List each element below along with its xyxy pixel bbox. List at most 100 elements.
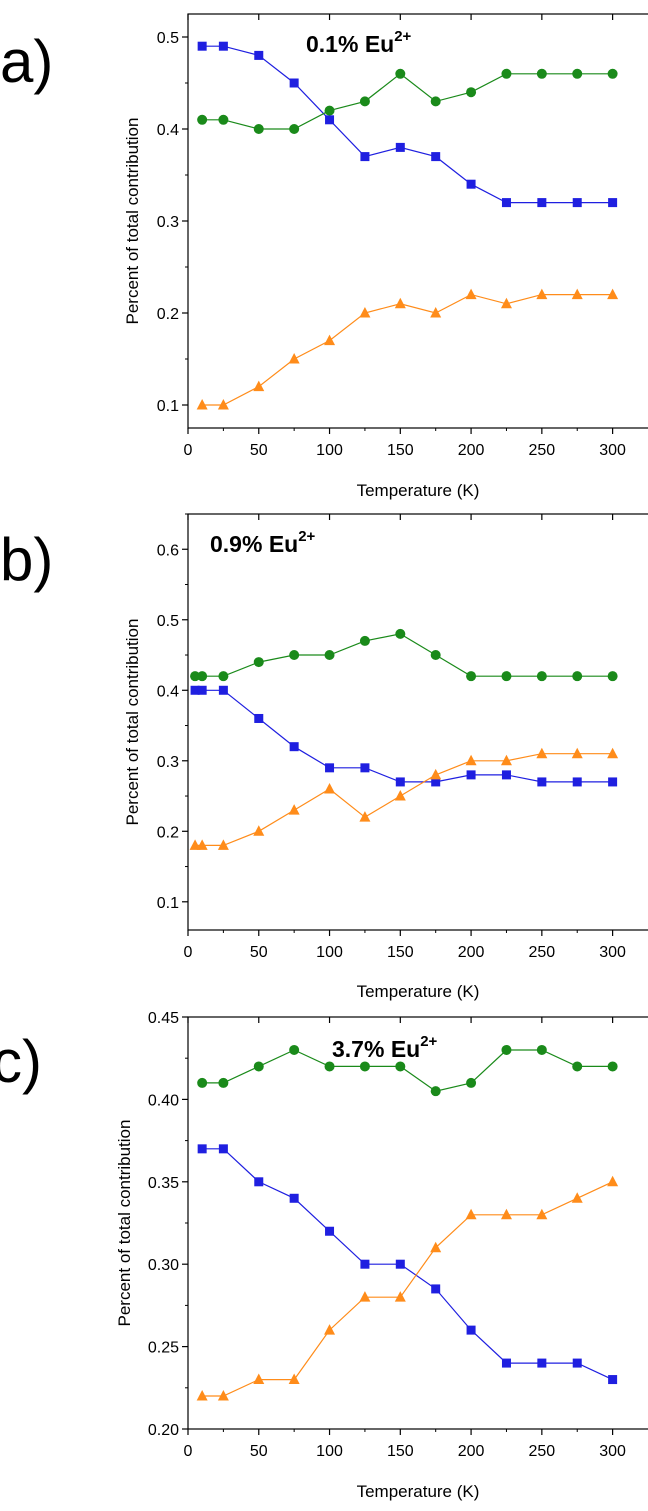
circle-point-c [197, 1077, 208, 1088]
y-tick-label-a: 0.1 [157, 398, 179, 415]
x-tick-label-c: 200 [458, 1443, 485, 1460]
square-point-c [608, 1375, 618, 1385]
plot-area-b [187, 513, 648, 931]
square-point-b [325, 763, 335, 773]
square-point-a [254, 50, 264, 60]
y-tick-label-a: 0.3 [157, 214, 179, 231]
square-point-c [395, 1259, 405, 1269]
circle-point-a [395, 68, 406, 79]
y-tick-label-c: 0.30 [148, 1257, 179, 1274]
circle-point-a [218, 114, 229, 125]
x-tick-label-a: 0 [184, 442, 193, 459]
y-tick-label-b: 0.1 [157, 895, 179, 912]
square-point-c [572, 1358, 582, 1368]
circle-point-c [466, 1077, 477, 1088]
x-tick-label-b: 0 [184, 944, 193, 961]
square-point-a [360, 152, 370, 162]
square-point-c [360, 1259, 370, 1269]
circle-point-a [289, 124, 300, 134]
circle-point-c [289, 1044, 300, 1055]
square-point-b [190, 685, 200, 695]
axes-b: 0 50 100 150 200 250 300 0.1 0.2 0.3 0.4 0.5 0.6 [157, 513, 626, 961]
triangle-point-a [288, 353, 300, 364]
circle-point-a [572, 68, 583, 79]
triangle-point-b [217, 839, 229, 850]
y-axis-title-c: Percent of total contribution [115, 1120, 134, 1327]
triangle-point-a [607, 288, 619, 300]
triangle-series-line-a [202, 293, 613, 406]
series-lines-b [195, 633, 613, 847]
square-point-c [197, 1144, 207, 1154]
square-point-b [572, 777, 582, 787]
circle-point-a [324, 105, 335, 116]
y-tick-label-a: 0.2 [157, 306, 179, 323]
square-point-c [431, 1284, 441, 1294]
x-tick-label-a: 100 [316, 442, 343, 459]
triangle-point-c [500, 1208, 512, 1220]
triangle-point-a [253, 380, 265, 392]
panel-label-a: 0.1% Eu2+ [306, 28, 412, 57]
triangle-point-b [607, 747, 619, 759]
y-tick-label-b: 0.6 [157, 542, 179, 559]
triangle-point-c [217, 1390, 229, 1401]
x-tick-label-b: 200 [458, 944, 485, 961]
axes-c: 0 50 100 150 200 250 300 0.20 0.25 0.30 0.35 0.40 0.… [148, 1010, 626, 1460]
triangle-point-b [324, 782, 336, 794]
circle-point-b [466, 671, 477, 682]
circle-point-b [218, 671, 229, 682]
x-tick-label-b: 300 [599, 944, 626, 961]
circle-point-b [501, 671, 512, 682]
y-tick-label-c: 0.35 [148, 1175, 179, 1192]
square-point-c [466, 1325, 476, 1335]
square-point-a [537, 198, 547, 208]
circle-point-c [572, 1061, 583, 1072]
triangle-point-a [196, 399, 208, 410]
x-axis-title-b: Temperature (K) [357, 982, 480, 1001]
square-point-b [197, 685, 207, 695]
circle-point-b [395, 628, 406, 639]
y-tick-label-a: 0.5 [157, 30, 179, 47]
triangle-point-b [189, 839, 201, 850]
circle-point-c [430, 1086, 441, 1097]
circle-point-a [607, 68, 618, 79]
y-axis-title-a: Percent of total contribution [123, 118, 142, 325]
y-tick-label-b: 0.5 [157, 613, 179, 630]
square-point-a [325, 115, 335, 125]
circle-point-b [197, 671, 208, 682]
square-point-b [501, 770, 511, 780]
x-tick-label-b: 50 [250, 944, 268, 961]
x-axis-title-a: Temperature (K) [357, 481, 480, 500]
panel-c: c) 0 50 100 150 200 250 300 0.20 0.25 0.30 0.35 0.4… [0, 1010, 648, 1501]
square-point-c [501, 1358, 511, 1368]
triangle-point-b [465, 754, 477, 766]
triangle-point-c [359, 1291, 371, 1302]
square-point-c [218, 1144, 228, 1154]
square-series-line-a [202, 45, 613, 204]
triangle-point-a [359, 307, 371, 318]
x-tick-label-a: 200 [458, 442, 485, 459]
axes-a: 0 50 100 150 200 250 300 0.1 0.2 0.3 0.4 0.5 [157, 14, 626, 459]
circle-point-c [501, 1044, 512, 1055]
square-point-b [289, 742, 299, 752]
circle-point-b [359, 635, 370, 646]
triangle-point-a [571, 288, 583, 300]
panel-label-c: 3.7% Eu2+ [332, 1033, 438, 1062]
square-point-a [218, 41, 228, 51]
circle-point-c [359, 1061, 370, 1072]
square-point-a [572, 198, 582, 208]
circle-point-a [253, 124, 264, 134]
x-tick-label-b: 150 [387, 944, 414, 961]
x-axis-title-c: Temperature (K) [357, 1482, 480, 1501]
triangle-point-c [196, 1390, 208, 1401]
square-point-c [537, 1358, 547, 1368]
square-point-b [431, 777, 441, 787]
x-tick-label-a: 300 [599, 442, 626, 459]
x-tick-label-c: 150 [387, 1443, 414, 1460]
square-point-b [537, 777, 547, 787]
triangle-point-c [430, 1241, 442, 1253]
circle-point-c [218, 1077, 229, 1088]
square-point-a [395, 142, 405, 152]
series-lines-c [202, 1049, 613, 1397]
